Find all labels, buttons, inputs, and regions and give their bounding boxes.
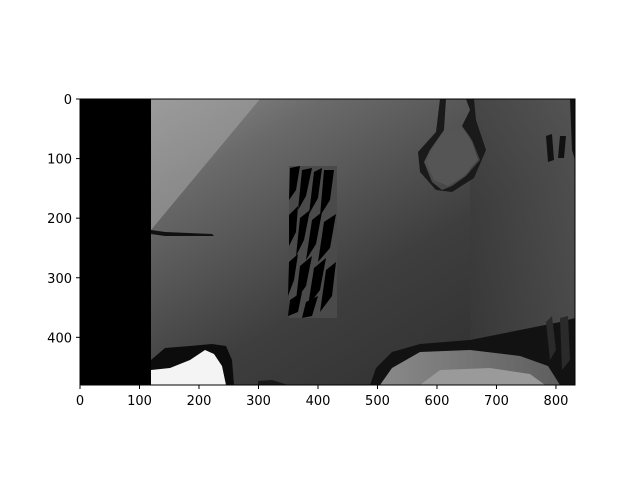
y-tick-label: 0 xyxy=(64,93,72,108)
bottom-right-highlight xyxy=(420,368,545,385)
left-streak xyxy=(151,230,214,236)
x-tick-label: 700 xyxy=(484,394,509,409)
y-axis-ticks: 0 100 200 300 400 xyxy=(47,93,80,346)
y-tick-label: 100 xyxy=(47,153,72,168)
x-tick-label: 800 xyxy=(544,394,569,409)
plot-frame xyxy=(79,98,576,386)
x-tick-label: 100 xyxy=(127,394,152,409)
x-axis-ticks: 0 100 200 300 400 500 600 700 800 xyxy=(76,385,569,409)
x-tick-label: 600 xyxy=(425,394,450,409)
y-tick-label: 300 xyxy=(47,272,72,287)
bottom-left-white-blob xyxy=(151,350,226,385)
x-tick-label: 300 xyxy=(246,394,271,409)
bright-wall-region xyxy=(151,99,260,230)
x-tick-label: 400 xyxy=(306,394,331,409)
y-tick-label: 400 xyxy=(47,331,72,346)
x-tick-label: 0 xyxy=(76,394,84,409)
upper-right-object xyxy=(418,99,486,192)
bottom-right-vertical-marks xyxy=(546,316,570,370)
y-tick-label: 200 xyxy=(47,212,72,227)
x-tick-label: 200 xyxy=(187,394,212,409)
invalid-left-band xyxy=(80,99,151,385)
upper-right-object-fill xyxy=(426,128,478,186)
door-streaks xyxy=(288,166,336,318)
x-tick-label: 500 xyxy=(365,394,390,409)
bottom-center-spot xyxy=(258,380,288,385)
right-edge-marks xyxy=(546,99,575,162)
depth-image xyxy=(80,99,575,385)
